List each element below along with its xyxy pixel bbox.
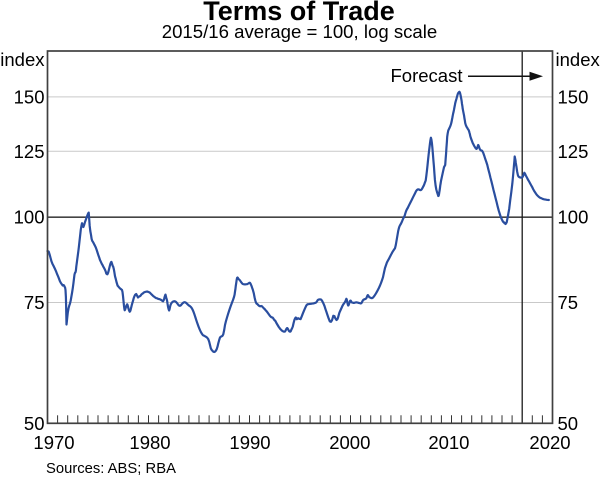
svg-text:150: 150 bbox=[558, 86, 589, 107]
svg-text:index: index bbox=[0, 49, 45, 70]
svg-text:125: 125 bbox=[14, 141, 45, 162]
svg-text:Sources: ABS; RBA: Sources: ABS; RBA bbox=[46, 461, 176, 477]
svg-text:2015/16 average = 100, log sca: 2015/16 average = 100, log scale bbox=[162, 21, 438, 42]
svg-text:2000: 2000 bbox=[329, 432, 370, 453]
svg-text:1980: 1980 bbox=[129, 432, 170, 453]
svg-text:75: 75 bbox=[24, 292, 45, 313]
svg-text:150: 150 bbox=[14, 86, 45, 107]
svg-text:50: 50 bbox=[558, 413, 579, 434]
svg-text:50: 50 bbox=[24, 413, 45, 434]
svg-text:Forecast: Forecast bbox=[391, 65, 463, 86]
svg-text:100: 100 bbox=[14, 207, 45, 228]
svg-text:1990: 1990 bbox=[229, 432, 270, 453]
svg-text:2020: 2020 bbox=[529, 432, 570, 453]
svg-text:Terms of Trade: Terms of Trade bbox=[203, 0, 395, 26]
svg-text:125: 125 bbox=[558, 141, 589, 162]
svg-text:index: index bbox=[556, 49, 600, 70]
svg-text:75: 75 bbox=[558, 292, 579, 313]
svg-text:100: 100 bbox=[558, 207, 589, 228]
svg-text:1970: 1970 bbox=[33, 432, 74, 453]
svg-text:2010: 2010 bbox=[428, 432, 469, 453]
